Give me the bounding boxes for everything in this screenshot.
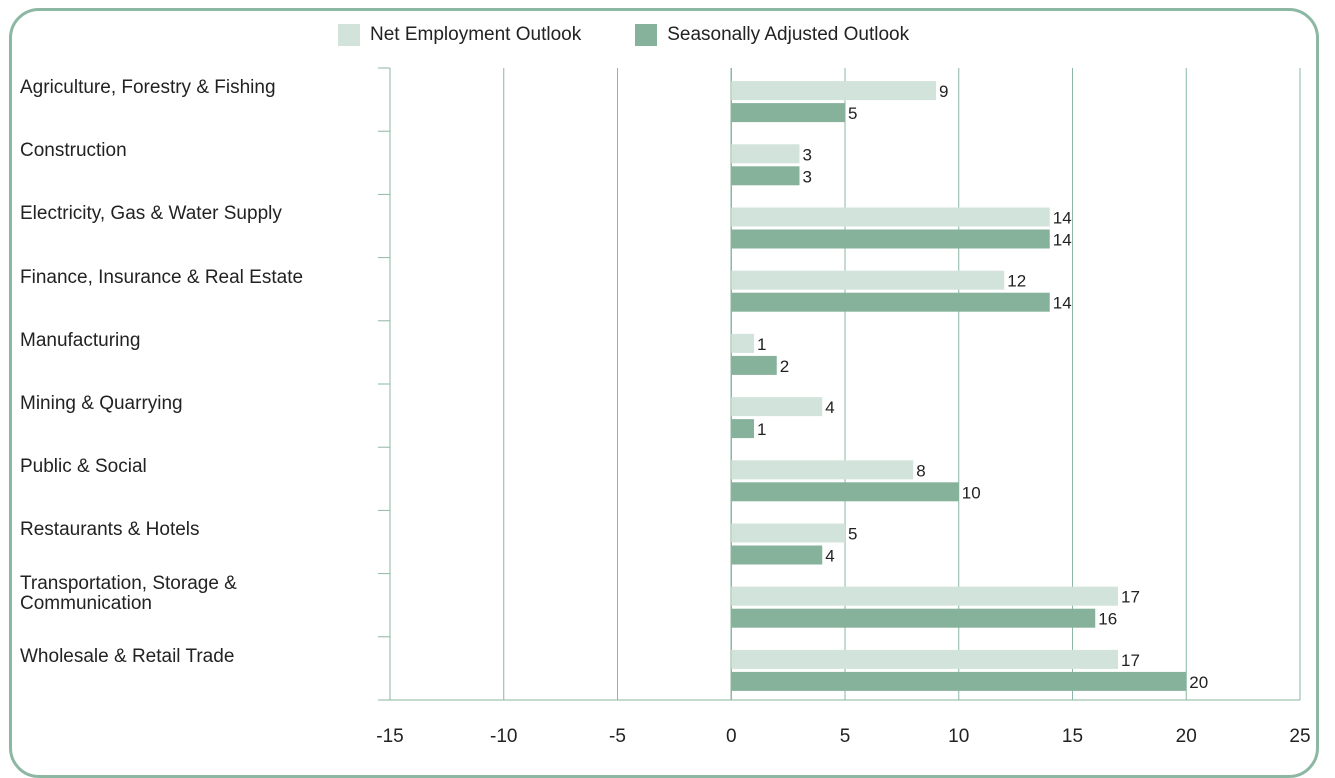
legend-swatch-net bbox=[338, 24, 360, 46]
bar-seasonal bbox=[731, 608, 1096, 628]
x-tick-label: 5 bbox=[840, 726, 851, 747]
value-label-seasonal: 2 bbox=[780, 357, 789, 376]
bar-seasonal bbox=[731, 355, 777, 375]
bar-seasonal bbox=[731, 671, 1187, 691]
x-tick-label: 15 bbox=[1062, 726, 1083, 747]
bar-seasonal bbox=[731, 166, 800, 186]
value-label-net: 17 bbox=[1121, 651, 1140, 670]
bar-net bbox=[731, 397, 823, 417]
category-label: Electricity, Gas & Water Supply bbox=[20, 203, 282, 225]
bar-net bbox=[731, 586, 1118, 606]
bar-seasonal bbox=[731, 545, 823, 565]
category-label: Agriculture, Forestry & Fishing bbox=[20, 77, 276, 98]
value-label-net: 3 bbox=[803, 145, 812, 164]
category-label: Public & Social bbox=[20, 456, 147, 478]
value-label-net: 9 bbox=[939, 82, 948, 101]
value-label-net: 8 bbox=[916, 461, 925, 480]
category-label: Wholesale & Retail Trade bbox=[20, 645, 235, 667]
x-tick-label: -10 bbox=[490, 726, 517, 747]
x-tick-label: 20 bbox=[1176, 726, 1197, 747]
value-label-seasonal: 14 bbox=[1053, 294, 1072, 313]
bar-net bbox=[731, 523, 845, 543]
value-label-seasonal: 20 bbox=[1189, 673, 1208, 692]
x-tick-label: -15 bbox=[376, 726, 403, 747]
value-label-net: 1 bbox=[757, 335, 766, 354]
x-tick-label: -5 bbox=[609, 726, 626, 747]
value-label-net: 12 bbox=[1007, 272, 1026, 291]
value-label-seasonal: 4 bbox=[825, 547, 834, 566]
legend-swatch-seasonal bbox=[635, 24, 658, 46]
bar-seasonal bbox=[731, 482, 959, 502]
value-label-seasonal: 10 bbox=[962, 483, 981, 502]
value-label-net: 4 bbox=[825, 398, 834, 417]
legend-label-seasonal: Seasonally Adjusted Outlook bbox=[667, 24, 910, 45]
value-label-seasonal: 16 bbox=[1098, 610, 1117, 629]
bar-net bbox=[731, 333, 754, 353]
value-label-net: 5 bbox=[848, 525, 857, 544]
value-label-seasonal: 1 bbox=[757, 420, 766, 439]
bar-seasonal bbox=[731, 229, 1050, 249]
value-label-net: 14 bbox=[1053, 209, 1072, 228]
bar-seasonal bbox=[731, 419, 754, 439]
bar-net bbox=[731, 270, 1005, 290]
x-tick-label: 10 bbox=[948, 726, 969, 747]
category-label: Restaurants & Hotels bbox=[20, 519, 200, 541]
legend-label-net: Net Employment Outlook bbox=[370, 24, 582, 45]
bar-chart: -15 -10 -5 0 5 10 15 20 259533141412141241810541… bbox=[376, 67, 1311, 747]
bar-seasonal bbox=[731, 103, 845, 123]
bar-net bbox=[731, 649, 1118, 669]
value-label-net: 17 bbox=[1121, 588, 1140, 607]
bar-net bbox=[731, 207, 1050, 227]
bar-net bbox=[731, 81, 936, 101]
legend-item-seasonal: Seasonally Adjusted Outlook bbox=[635, 24, 909, 46]
category-label: Mining & Quarrying bbox=[20, 393, 183, 414]
x-tick-label: 0 bbox=[726, 726, 737, 747]
category-label: Construction bbox=[20, 140, 127, 162]
bar-seasonal bbox=[731, 292, 1050, 312]
value-label-seasonal: 5 bbox=[848, 104, 857, 123]
value-label-seasonal: 3 bbox=[803, 167, 812, 186]
category-label: Transportation, Storage & Communication bbox=[20, 572, 237, 614]
category-label: Manufacturing bbox=[20, 329, 141, 351]
value-label-seasonal: 14 bbox=[1053, 231, 1072, 250]
bar-net bbox=[731, 460, 914, 480]
bar-net bbox=[731, 144, 800, 164]
legend-item-net: Net Employment Outlook bbox=[338, 24, 581, 46]
x-tick-label: 25 bbox=[1289, 726, 1310, 747]
category-label: Finance, Insurance & Real Estate bbox=[20, 266, 304, 288]
legend: Net Employment Outlook Seasonally Adjust… bbox=[338, 24, 963, 46]
